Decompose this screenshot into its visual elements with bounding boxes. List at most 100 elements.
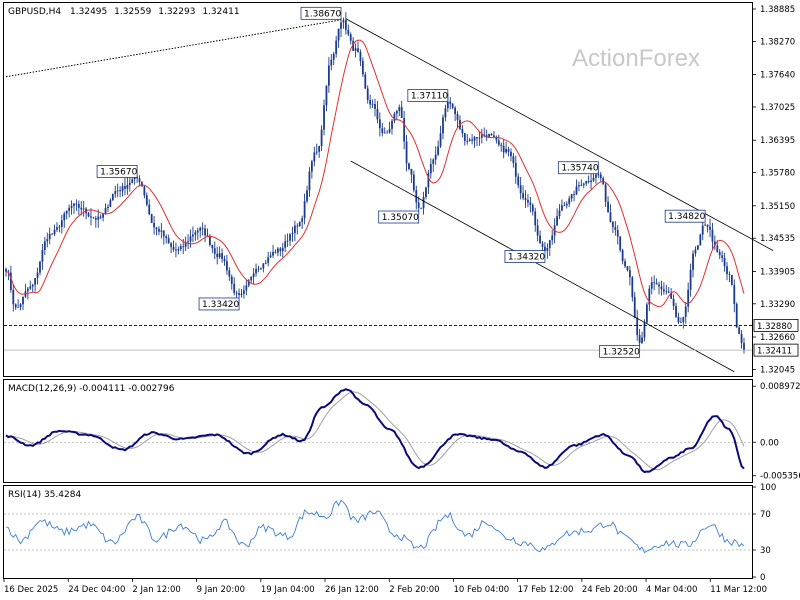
candle-body (313, 152, 316, 162)
candle (689, 263, 692, 297)
price-tick-label: 1.35150 (760, 202, 795, 212)
candle (376, 100, 379, 124)
candle-body (75, 203, 78, 205)
candle-body (568, 198, 571, 204)
candle-body (175, 249, 177, 251)
pivot-label-text: 1.37110 (411, 92, 448, 102)
candle (658, 281, 660, 295)
candle-body (31, 284, 34, 287)
time-tick-label: 11 Mar 12:00 (710, 585, 767, 595)
candle-body (204, 228, 206, 236)
price-tick-label: 1.36395 (760, 136, 795, 146)
open-value: 1.32495 (70, 7, 107, 17)
candle (167, 234, 170, 244)
candle-body (665, 291, 668, 293)
candle (46, 232, 49, 248)
candle-body (517, 176, 520, 186)
candle-body (158, 228, 160, 232)
candle-body (121, 186, 124, 192)
time-tick-label: 17 Feb 12:00 (518, 585, 574, 595)
candle-body (162, 230, 165, 237)
candle-body (303, 201, 306, 219)
candle (211, 244, 214, 254)
candle (327, 57, 330, 93)
candle (706, 224, 709, 233)
candle-body (36, 272, 39, 279)
candle-body (272, 251, 274, 256)
candle (558, 204, 561, 220)
candle (243, 285, 245, 299)
candle (170, 241, 172, 254)
candle (289, 233, 291, 247)
low-value: 1.32293 (158, 7, 195, 17)
candle-body (274, 251, 277, 253)
candle-body (148, 204, 151, 215)
candle (667, 287, 670, 293)
candle (544, 241, 546, 252)
macd-tick-label: 0.008972 (760, 382, 800, 392)
pivot-label-text: 1.35670 (100, 167, 137, 177)
candle (323, 99, 325, 136)
candle-body (585, 181, 588, 184)
candle-body (478, 137, 481, 139)
candle (437, 140, 440, 157)
candle-body (614, 226, 617, 231)
candle (94, 215, 97, 228)
candle (286, 233, 289, 247)
candle (633, 291, 636, 319)
candle-body (160, 230, 163, 232)
candle (175, 242, 177, 258)
candle (111, 193, 114, 201)
candle-body (138, 178, 141, 183)
price-line-label: 1.32411 (753, 343, 799, 357)
candle-body (133, 176, 136, 180)
candle (308, 167, 311, 197)
watermark: ActionForex (572, 45, 700, 72)
candle-body (5, 269, 7, 272)
candle (519, 176, 522, 200)
candle (636, 309, 639, 341)
candle-body (22, 296, 24, 305)
candle (279, 246, 282, 257)
candle (82, 200, 85, 217)
price-tick-label: 1.34535 (760, 234, 795, 244)
candle-body (235, 292, 238, 294)
candle (354, 43, 357, 58)
candle-body (131, 179, 134, 183)
candle (99, 214, 102, 220)
candle (119, 186, 121, 198)
candle-body (432, 159, 435, 165)
candle-body (463, 133, 466, 142)
candle (466, 134, 469, 145)
candle-body (276, 248, 279, 253)
price-tick-label: 1.33905 (760, 267, 795, 277)
candle-body (68, 207, 71, 211)
candle-body (645, 304, 648, 323)
candle (14, 303, 17, 310)
candle (158, 226, 160, 236)
candle (31, 283, 34, 292)
candle (63, 211, 66, 228)
candle (587, 175, 590, 184)
time-tick-label: 26 Jan 12:00 (325, 585, 379, 595)
candle (257, 265, 260, 273)
candle (97, 209, 100, 228)
candle-body (357, 48, 359, 52)
candle (415, 185, 418, 210)
candle-body (124, 186, 126, 189)
pivot-label: 1.37110 (407, 89, 448, 102)
candle-body (403, 117, 406, 142)
pivot-label-box (504, 250, 546, 263)
price-line-label-box (753, 343, 799, 357)
candle (228, 267, 231, 281)
candle-body (490, 133, 493, 136)
candle-body (128, 182, 131, 185)
candle (665, 284, 668, 295)
candle (653, 275, 656, 291)
candle (303, 193, 306, 225)
candle-body (97, 216, 100, 220)
candle (648, 285, 651, 312)
candle-body (352, 40, 355, 51)
candle-body (82, 208, 85, 210)
candle-body (466, 141, 469, 142)
